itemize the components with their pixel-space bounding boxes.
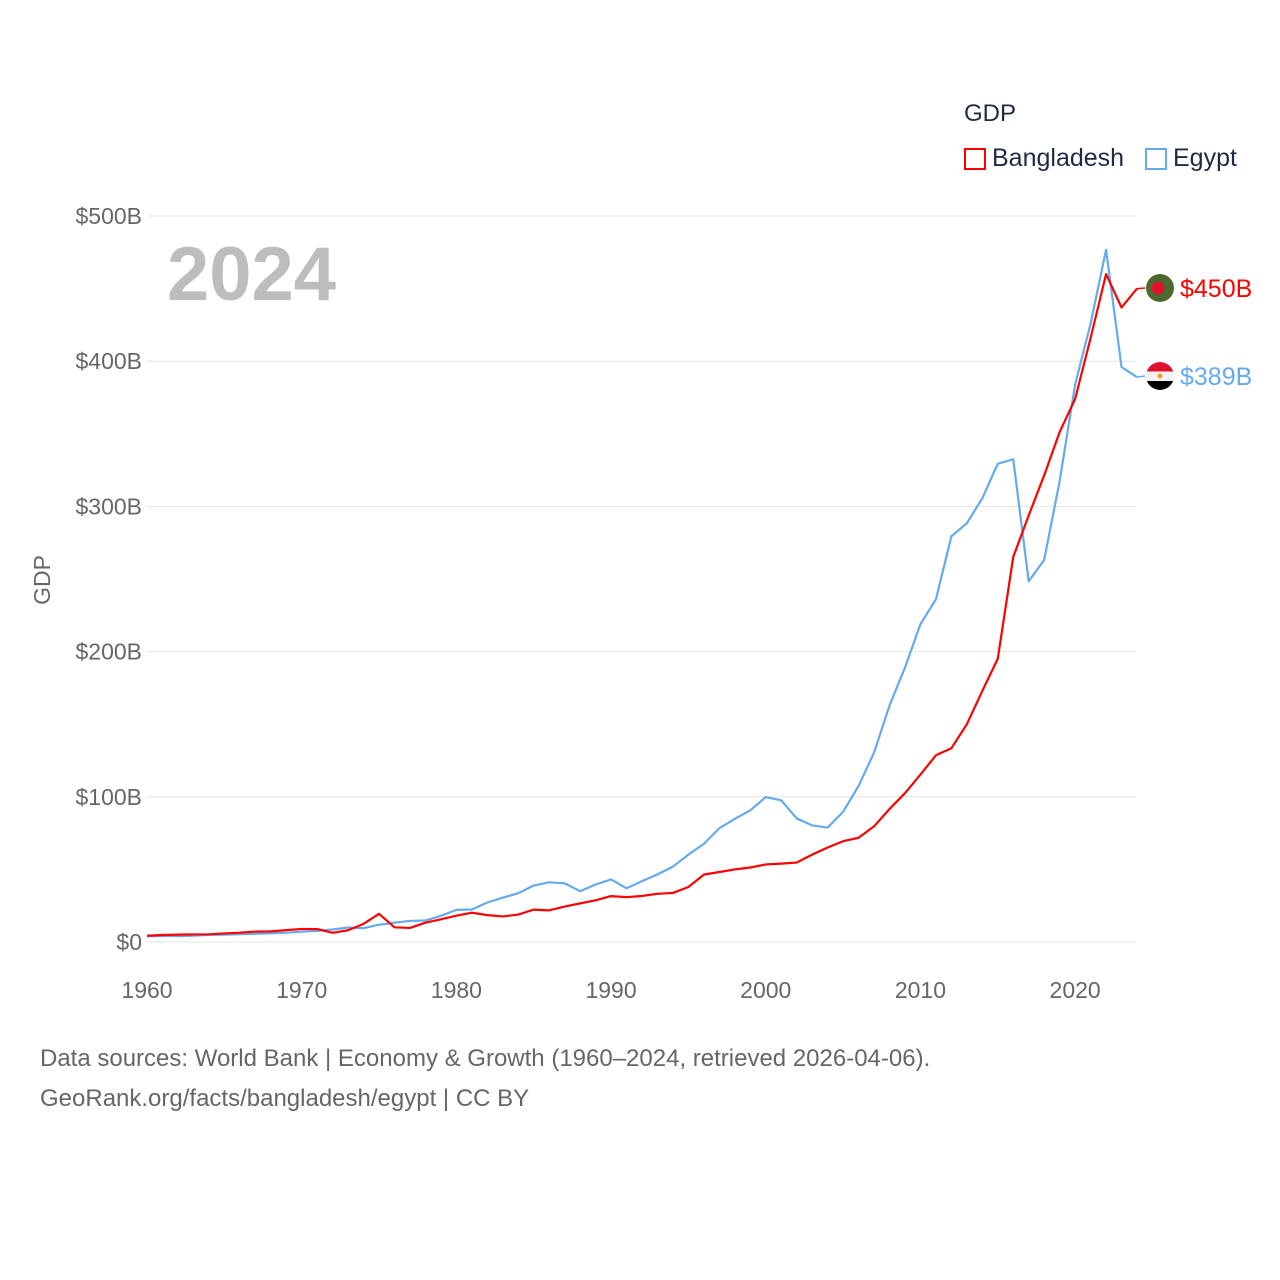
y-axis-title: GDP	[29, 555, 55, 605]
x-tick-label: 1990	[585, 977, 636, 1003]
end-value-label: $389B	[1180, 363, 1252, 391]
x-tick-label: 2010	[895, 977, 946, 1003]
legend-swatch	[964, 147, 986, 170]
year-label: 2024	[167, 232, 336, 317]
footer-link[interactable]: GeoRank.org/facts/bangladesh/egypt | CC …	[40, 1085, 530, 1112]
end-value-label: $450B	[1180, 275, 1252, 303]
end-connector	[1136, 375, 1146, 378]
bangladesh-flag-icon	[1146, 274, 1174, 302]
legend-label: Bangladesh	[992, 144, 1125, 172]
x-tick-label: 1960	[121, 977, 172, 1003]
y-tick-label: $500B	[75, 203, 142, 229]
y-tick-label: $100B	[75, 784, 142, 810]
y-tick-label: $200B	[75, 639, 142, 665]
x-tick-label: 1980	[431, 977, 482, 1003]
x-tick-label: 2020	[1050, 977, 1101, 1003]
y-tick-label: $300B	[75, 493, 142, 519]
y-tick-label: $0	[116, 929, 142, 955]
egypt-flag-icon	[1146, 362, 1174, 390]
y-tick-label: $400B	[75, 348, 142, 374]
legend-swatch	[1145, 147, 1167, 170]
legend-label: Egypt	[1173, 144, 1237, 172]
series-line-egypt[interactable]	[146, 248, 1138, 938]
footer-source: Data sources: World Bank | Economy & Gro…	[40, 1045, 931, 1072]
legend-item-egypt[interactable]: Egypt	[1145, 144, 1237, 173]
x-tick-label: 1970	[276, 977, 327, 1003]
legend-item-bangladesh[interactable]: Bangladesh	[964, 144, 1124, 173]
legend-title: GDP	[964, 100, 1017, 127]
end-connector	[1136, 287, 1146, 290]
x-tick-label: 2000	[740, 977, 791, 1003]
series-line-bangladesh[interactable]	[146, 272, 1138, 937]
